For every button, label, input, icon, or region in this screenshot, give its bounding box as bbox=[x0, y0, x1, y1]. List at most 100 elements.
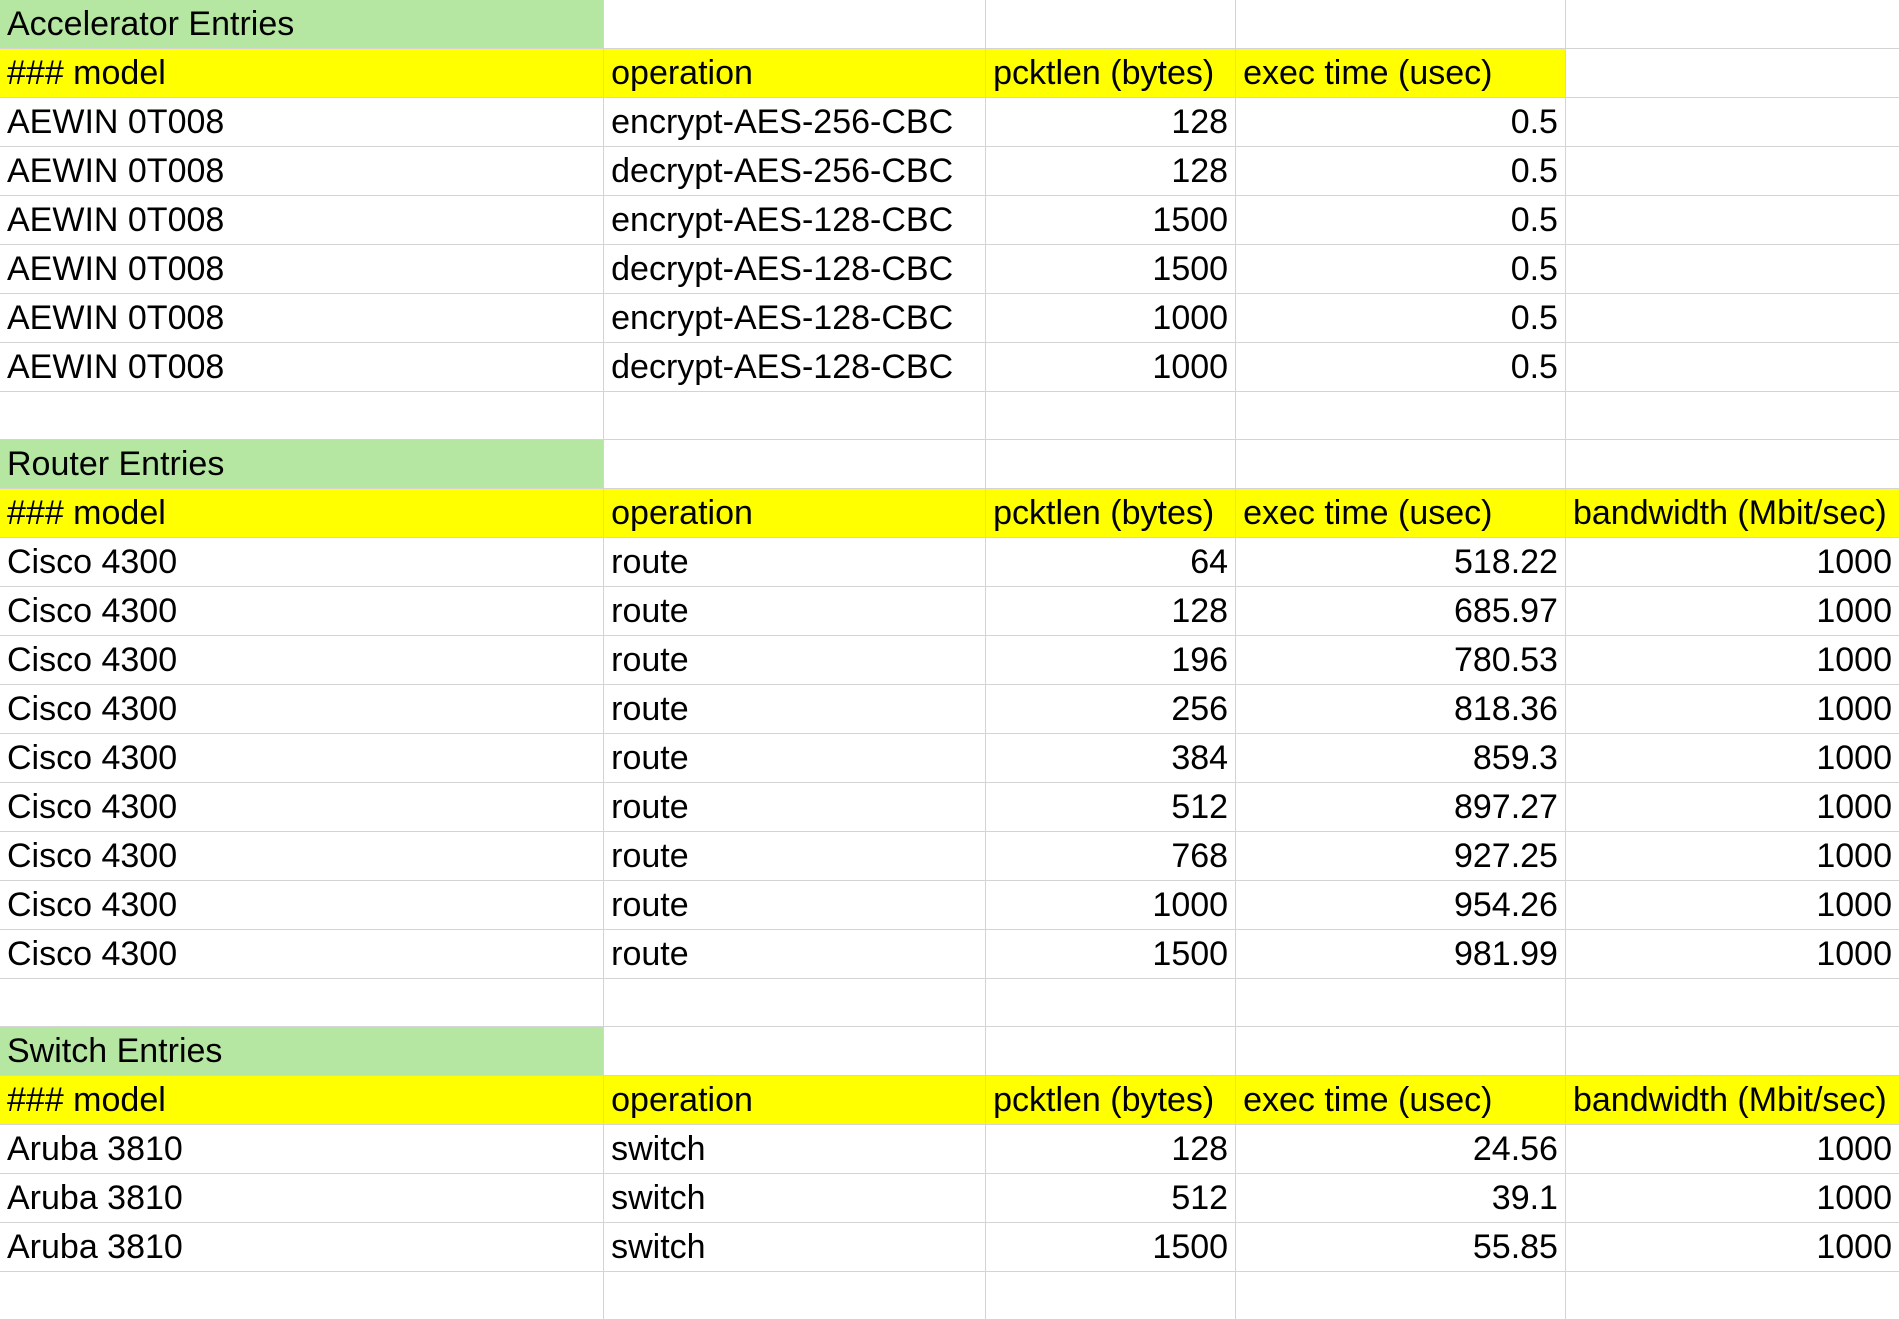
empty-cell[interactable] bbox=[1565, 0, 1900, 49]
data-cell[interactable]: Cisco 4300 bbox=[0, 684, 605, 734]
data-cell[interactable]: Cisco 4300 bbox=[0, 782, 605, 832]
data-cell[interactable]: 1000 bbox=[1565, 880, 1900, 930]
data-cell[interactable]: 64 bbox=[985, 537, 1237, 587]
data-cell[interactable]: route bbox=[603, 880, 987, 930]
empty-cell[interactable] bbox=[1235, 439, 1566, 489]
empty-cell[interactable] bbox=[603, 0, 987, 49]
data-cell[interactable]: 196 bbox=[985, 635, 1237, 685]
data-cell[interactable]: Cisco 4300 bbox=[0, 586, 605, 636]
data-cell[interactable] bbox=[1565, 195, 1900, 245]
empty-cell[interactable] bbox=[603, 978, 987, 1027]
data-cell[interactable]: 1000 bbox=[985, 880, 1237, 930]
data-cell[interactable]: 927.25 bbox=[1235, 831, 1566, 881]
data-cell[interactable]: 24.56 bbox=[1235, 1124, 1566, 1174]
empty-cell[interactable] bbox=[603, 1026, 987, 1076]
data-cell[interactable]: 0.5 bbox=[1235, 97, 1566, 147]
data-cell[interactable]: Cisco 4300 bbox=[0, 537, 605, 587]
section-title-cell[interactable]: Router Entries bbox=[0, 439, 605, 489]
empty-cell[interactable] bbox=[603, 391, 987, 440]
empty-cell[interactable] bbox=[1235, 978, 1566, 1027]
data-cell[interactable]: encrypt-AES-128-CBC bbox=[603, 293, 987, 343]
column-header-cell[interactable]: pcktlen (bytes) bbox=[985, 488, 1237, 538]
data-cell[interactable]: Cisco 4300 bbox=[0, 635, 605, 685]
data-cell[interactable] bbox=[1565, 293, 1900, 343]
empty-cell[interactable] bbox=[985, 1026, 1237, 1076]
data-cell[interactable]: decrypt-AES-128-CBC bbox=[603, 244, 987, 294]
column-header-cell[interactable]: pcktlen (bytes) bbox=[985, 48, 1237, 98]
empty-cell[interactable] bbox=[1565, 391, 1900, 440]
data-cell[interactable]: 1000 bbox=[1565, 635, 1900, 685]
empty-cell[interactable] bbox=[985, 978, 1237, 1027]
data-cell[interactable]: Cisco 4300 bbox=[0, 733, 605, 783]
empty-cell[interactable] bbox=[1565, 439, 1900, 489]
data-cell[interactable]: 0.5 bbox=[1235, 293, 1566, 343]
data-cell[interactable]: 818.36 bbox=[1235, 684, 1566, 734]
empty-cell[interactable] bbox=[603, 439, 987, 489]
data-cell[interactable]: switch bbox=[603, 1124, 987, 1174]
data-cell[interactable]: 685.97 bbox=[1235, 586, 1566, 636]
data-cell[interactable]: 128 bbox=[985, 146, 1237, 196]
data-cell[interactable]: route bbox=[603, 929, 987, 979]
data-cell[interactable]: Aruba 3810 bbox=[0, 1124, 605, 1174]
data-cell[interactable]: Cisco 4300 bbox=[0, 880, 605, 930]
empty-cell[interactable] bbox=[0, 391, 605, 440]
data-cell[interactable]: 518.22 bbox=[1235, 537, 1566, 587]
data-cell[interactable] bbox=[1565, 342, 1900, 392]
data-cell[interactable]: decrypt-AES-256-CBC bbox=[603, 146, 987, 196]
empty-cell[interactable] bbox=[1235, 1271, 1566, 1320]
empty-cell[interactable] bbox=[1565, 1026, 1900, 1076]
data-cell[interactable]: 981.99 bbox=[1235, 929, 1566, 979]
column-header-cell[interactable]: ### model bbox=[0, 48, 605, 98]
data-cell[interactable]: route bbox=[603, 586, 987, 636]
data-cell[interactable]: AEWIN 0T008 bbox=[0, 146, 605, 196]
data-cell[interactable]: 384 bbox=[985, 733, 1237, 783]
empty-cell[interactable] bbox=[0, 978, 605, 1027]
column-header-cell[interactable]: operation bbox=[603, 1075, 987, 1125]
empty-cell[interactable] bbox=[0, 1271, 605, 1320]
data-cell[interactable]: Aruba 3810 bbox=[0, 1222, 605, 1272]
data-cell[interactable]: 780.53 bbox=[1235, 635, 1566, 685]
column-header-cell[interactable]: bandwidth (Mbit/sec) bbox=[1565, 488, 1900, 538]
data-cell[interactable]: 768 bbox=[985, 831, 1237, 881]
empty-cell[interactable] bbox=[603, 1271, 987, 1320]
data-cell[interactable]: 0.5 bbox=[1235, 195, 1566, 245]
column-header-cell[interactable]: exec time (usec) bbox=[1235, 48, 1566, 98]
data-cell[interactable]: 1000 bbox=[985, 342, 1237, 392]
data-cell[interactable]: route bbox=[603, 635, 987, 685]
empty-cell[interactable] bbox=[1235, 0, 1566, 49]
data-cell[interactable]: route bbox=[603, 537, 987, 587]
data-cell[interactable]: decrypt-AES-128-CBC bbox=[603, 342, 987, 392]
data-cell[interactable]: 512 bbox=[985, 1173, 1237, 1223]
data-cell[interactable]: 128 bbox=[985, 586, 1237, 636]
column-header-cell[interactable]: exec time (usec) bbox=[1235, 1075, 1566, 1125]
data-cell[interactable]: 1500 bbox=[985, 1222, 1237, 1272]
data-cell[interactable]: AEWIN 0T008 bbox=[0, 244, 605, 294]
empty-cell[interactable] bbox=[1565, 978, 1900, 1027]
data-cell[interactable]: AEWIN 0T008 bbox=[0, 195, 605, 245]
data-cell[interactable]: AEWIN 0T008 bbox=[0, 342, 605, 392]
empty-cell[interactable] bbox=[985, 0, 1237, 49]
data-cell[interactable]: AEWIN 0T008 bbox=[0, 97, 605, 147]
empty-cell[interactable] bbox=[1235, 1026, 1566, 1076]
empty-cell[interactable] bbox=[1565, 1271, 1900, 1320]
data-cell[interactable]: 512 bbox=[985, 782, 1237, 832]
column-header-cell[interactable]: ### model bbox=[0, 1075, 605, 1125]
data-cell[interactable]: 1000 bbox=[1565, 586, 1900, 636]
data-cell[interactable] bbox=[1565, 97, 1900, 147]
column-header-cell[interactable]: pcktlen (bytes) bbox=[985, 1075, 1237, 1125]
data-cell[interactable]: 1000 bbox=[1565, 1222, 1900, 1272]
data-cell[interactable]: 859.3 bbox=[1235, 733, 1566, 783]
data-cell[interactable]: switch bbox=[603, 1173, 987, 1223]
data-cell[interactable]: 1000 bbox=[985, 293, 1237, 343]
empty-cell[interactable] bbox=[1235, 391, 1566, 440]
data-cell[interactable]: Aruba 3810 bbox=[0, 1173, 605, 1223]
section-title-cell[interactable]: Accelerator Entries bbox=[0, 0, 605, 49]
data-cell[interactable]: 1000 bbox=[1565, 929, 1900, 979]
data-cell[interactable]: 1500 bbox=[985, 929, 1237, 979]
column-header-cell[interactable]: exec time (usec) bbox=[1235, 488, 1566, 538]
data-cell[interactable]: 897.27 bbox=[1235, 782, 1566, 832]
data-cell[interactable]: 1000 bbox=[1565, 782, 1900, 832]
data-cell[interactable]: 1000 bbox=[1565, 1173, 1900, 1223]
data-cell[interactable]: 1000 bbox=[1565, 831, 1900, 881]
data-cell[interactable]: switch bbox=[603, 1222, 987, 1272]
